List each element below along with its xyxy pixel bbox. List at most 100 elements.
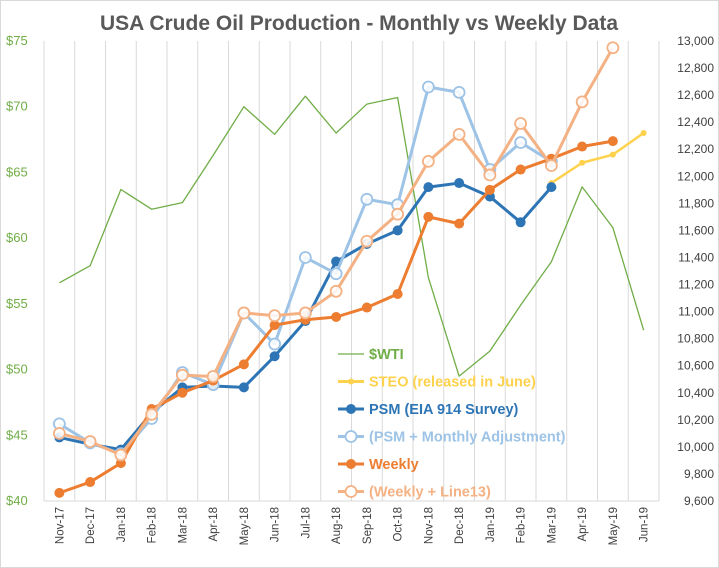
- data-point: [85, 477, 96, 488]
- x-tick-label: Aug-18: [331, 507, 343, 544]
- data-point: [515, 164, 526, 175]
- data-point: [269, 351, 280, 362]
- legend-label-steo-released-in-june: STEO (released in June): [369, 375, 536, 391]
- data-point: [483, 168, 497, 182]
- left-tick-label: $40: [6, 493, 28, 508]
- data-point: [269, 320, 280, 331]
- data-point: [515, 217, 526, 228]
- right-tick-label: 12,800: [677, 61, 714, 75]
- right-tick-label: 10,800: [677, 332, 714, 346]
- right-tick-label: 10,200: [677, 413, 714, 427]
- data-point: [331, 312, 342, 322]
- data-point: [484, 184, 495, 195]
- data-point: [238, 382, 249, 393]
- x-tick-label: Mar-19: [546, 507, 558, 543]
- series-group: [52, 41, 647, 498]
- chart-title: USA Crude Oil Production - Monthly vs We…: [100, 12, 618, 35]
- data-point: [54, 487, 65, 498]
- left-tick-label: $55: [6, 296, 28, 311]
- data-point: [298, 306, 312, 320]
- left-tick-label: $75: [6, 33, 28, 48]
- x-tick-label: Jun-19: [639, 507, 651, 542]
- x-tick-label: Dec-18: [454, 507, 466, 544]
- right-tick-label: 10,000: [677, 440, 714, 454]
- legend-label-psm-monthly-adjustment: (PSM + Monthly Adjustment): [369, 430, 566, 446]
- legend: $WTI STEO (released in June) PSM (EIA 914 …: [338, 347, 566, 501]
- data-point: [392, 225, 403, 236]
- right-tick-label: 11,800: [678, 196, 714, 210]
- legend-marker: [348, 378, 354, 385]
- x-tick-label: Nov-17: [54, 507, 66, 544]
- series-line-wti: [59, 95, 645, 377]
- x-tick-label: Jan-18: [116, 507, 128, 542]
- right-tick-label: 12,400: [677, 115, 714, 129]
- data-point: [575, 95, 589, 109]
- data-point: [452, 86, 466, 99]
- data-point: [391, 207, 405, 221]
- x-tick-label: Jul-18: [300, 507, 312, 538]
- right-tick-label: 13,000: [677, 34, 714, 48]
- data-point: [579, 159, 586, 166]
- legend-label-weekly-line13: (Weekly + Line13): [369, 485, 491, 501]
- data-point: [238, 359, 249, 370]
- left-tick-label: $45: [6, 427, 28, 442]
- data-point: [452, 127, 466, 141]
- right-tick-label: 11,400: [678, 250, 714, 264]
- data-point: [421, 155, 435, 168]
- data-point: [423, 211, 434, 222]
- x-tick-label: Apr-19: [577, 507, 589, 542]
- series-line-steo-released-in-june: [550, 131, 645, 185]
- data-point: [421, 80, 435, 94]
- legend-marker: [346, 404, 356, 414]
- data-point: [268, 309, 282, 323]
- data-point: [268, 337, 282, 351]
- data-point: [329, 284, 343, 298]
- x-tick-label: Feb-18: [147, 507, 159, 543]
- right-axis: 9,600 9,800 10,000 10,200 10,400 10,600 10,800…: [677, 34, 714, 508]
- data-point: [329, 267, 343, 281]
- data-point: [392, 289, 403, 299]
- data-point: [546, 182, 557, 193]
- left-tick-label: $50: [6, 362, 28, 377]
- left-tick-label: $70: [6, 99, 28, 114]
- data-point: [145, 408, 159, 421]
- x-tick-label: May-18: [239, 507, 251, 545]
- data-point: [83, 435, 97, 448]
- data-point: [606, 41, 620, 55]
- series-line-weekly-line13: [58, 47, 615, 457]
- data-point: [177, 387, 188, 398]
- data-point: [52, 426, 66, 440]
- right-tick-label: 10,400: [677, 386, 714, 400]
- data-point: [454, 218, 465, 229]
- x-tick-label: Mar-18: [177, 507, 189, 543]
- x-tick-label: Jan-19: [485, 507, 497, 542]
- right-tick-label: 12,000: [677, 169, 714, 183]
- x-tick-label: Dec-17: [85, 507, 97, 544]
- data-point: [361, 302, 372, 313]
- x-tick-label: Feb-19: [516, 507, 528, 543]
- right-tick-label: 9,800: [684, 467, 714, 481]
- x-tick-label: Nov-18: [423, 507, 435, 544]
- data-point: [577, 141, 588, 152]
- legend-marker: [346, 459, 356, 469]
- data-point: [454, 178, 465, 189]
- x-tick-label: Oct-18: [393, 507, 405, 542]
- right-tick-label: 12,200: [677, 142, 714, 156]
- data-point: [607, 136, 618, 147]
- data-point: [114, 448, 128, 462]
- legend-label-weekly: Weekly: [369, 457, 419, 473]
- x-tick-label: Jun-18: [270, 507, 282, 542]
- data-point: [360, 234, 374, 248]
- data-point: [237, 306, 251, 320]
- legend-marker: [344, 430, 358, 443]
- right-tick-label: 9,600: [684, 494, 714, 508]
- x-tick-label: Sep-18: [362, 507, 374, 544]
- right-tick-label: 12,600: [677, 88, 714, 102]
- data-point: [514, 136, 528, 149]
- data-point: [640, 130, 647, 136]
- data-point: [544, 159, 558, 172]
- data-point: [423, 182, 434, 193]
- legend-label-wti: $WTI: [369, 347, 404, 363]
